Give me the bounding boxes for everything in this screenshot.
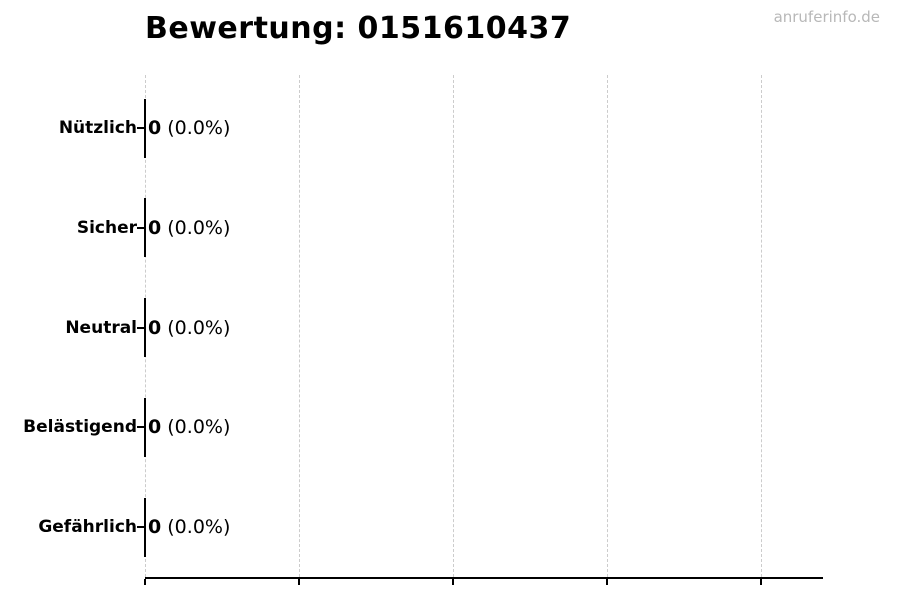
bar-value: 0 (148, 516, 162, 538)
category-label: Neutral (65, 317, 137, 338)
bar-value: 0 (148, 316, 162, 339)
gridline (761, 75, 762, 577)
bar (144, 198, 146, 258)
x-axis-tick (144, 579, 146, 585)
y-axis-tick (137, 526, 145, 528)
bar-percent: (0.0%) (161, 416, 231, 439)
category-label: Belästigend (23, 417, 137, 438)
chart-title: Bewertung: 0151610437 (145, 11, 572, 46)
bar-value-label: 0 (0.0%) (148, 217, 230, 239)
bar (144, 397, 146, 457)
bar-percent: (0.0%) (161, 117, 231, 139)
bar-percent: (0.0%) (161, 216, 231, 239)
bar (144, 98, 146, 158)
y-axis-tick (137, 226, 145, 229)
bar-value-label: 0 (0.0%) (148, 516, 230, 538)
watermark: anruferinfo.de (773, 8, 880, 26)
bar-value: 0 (148, 216, 162, 239)
y-axis-tick (137, 426, 145, 429)
bar-percent: (0.0%) (161, 516, 231, 538)
bar-value-label: 0 (0.0%) (148, 416, 230, 438)
bar (144, 497, 146, 557)
bar-value: 0 (148, 416, 162, 439)
gridline (453, 75, 454, 577)
plot-area: Nützlich 0 (0.0%) Sicher 0 (0.0%) Neutra… (23, 75, 823, 585)
bar-value-label: 0 (0.0%) (148, 117, 230, 139)
category-label: Nützlich (58, 118, 137, 138)
gridline (607, 75, 608, 577)
x-axis-tick (452, 579, 454, 585)
bar-value-label: 0 (0.0%) (148, 317, 230, 339)
category-label: Gefährlich (38, 517, 137, 537)
bar-value: 0 (148, 117, 162, 139)
y-axis-tick (137, 127, 145, 129)
x-axis-tick (606, 579, 608, 585)
y-axis-tick (137, 326, 145, 329)
bar-percent: (0.0%) (161, 316, 231, 339)
bar (144, 298, 146, 357)
x-axis-tick (298, 579, 300, 585)
category-label: Sicher (76, 217, 137, 238)
x-axis-tick (760, 579, 762, 585)
gridline (299, 75, 300, 577)
